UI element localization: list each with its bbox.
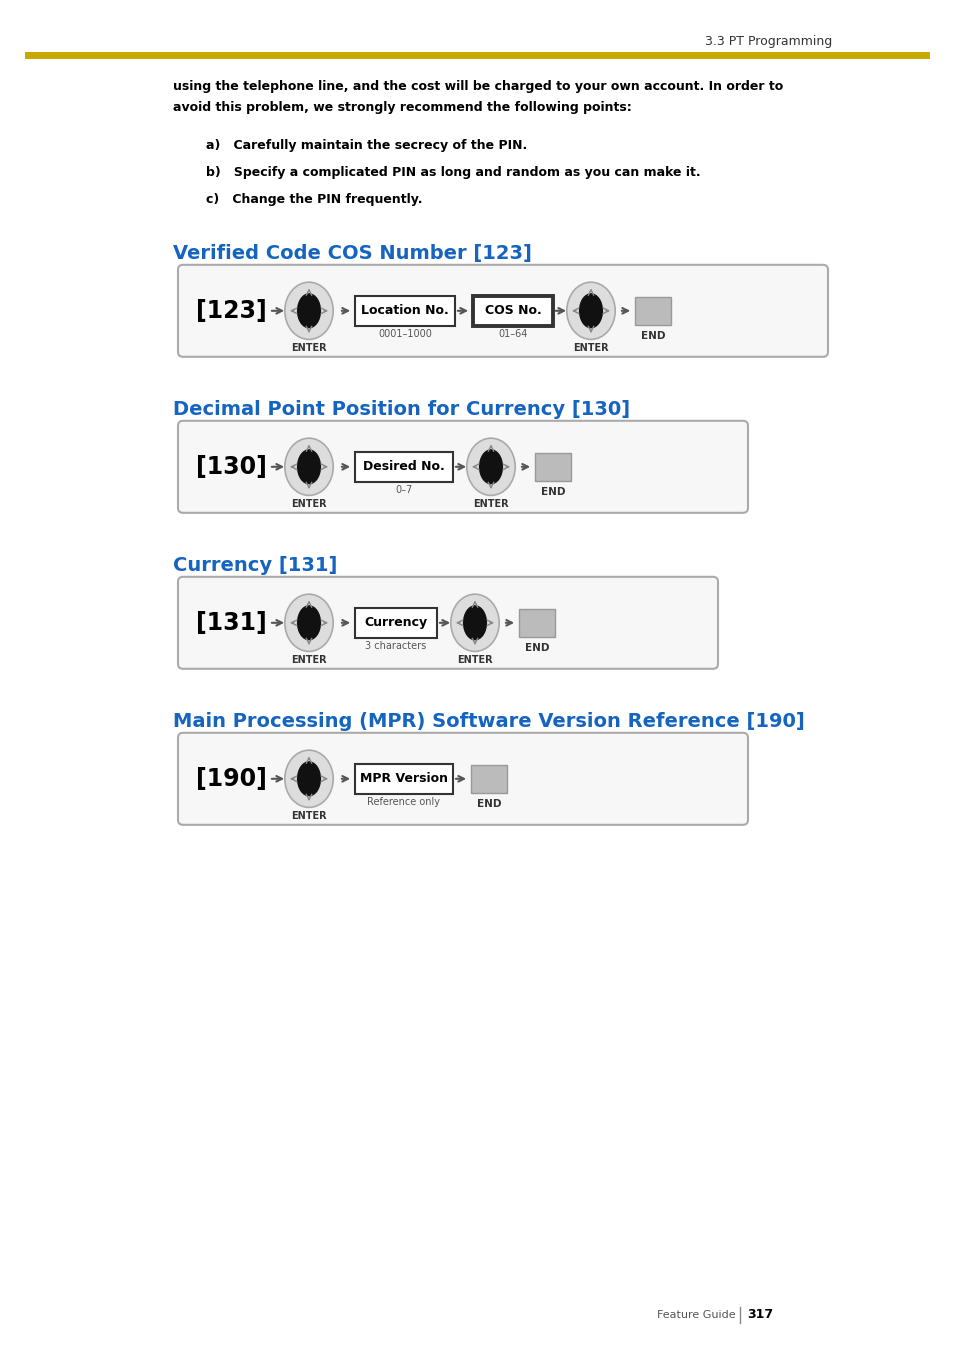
Ellipse shape bbox=[296, 605, 321, 640]
Ellipse shape bbox=[478, 449, 502, 485]
FancyBboxPatch shape bbox=[473, 296, 553, 326]
Text: 01–64: 01–64 bbox=[497, 328, 527, 339]
FancyBboxPatch shape bbox=[178, 577, 718, 669]
Text: ENTER: ENTER bbox=[291, 499, 327, 509]
FancyBboxPatch shape bbox=[535, 453, 571, 481]
FancyBboxPatch shape bbox=[178, 732, 747, 825]
Ellipse shape bbox=[285, 438, 333, 496]
Text: c)   Change the PIN frequently.: c) Change the PIN frequently. bbox=[206, 193, 422, 207]
Text: ENTER: ENTER bbox=[456, 655, 493, 665]
FancyBboxPatch shape bbox=[355, 608, 436, 638]
Text: ENTER: ENTER bbox=[291, 343, 327, 353]
Text: using the telephone line, and the cost will be charged to your own account. In o: using the telephone line, and the cost w… bbox=[172, 80, 782, 93]
Text: END: END bbox=[640, 331, 664, 340]
Text: Reference only: Reference only bbox=[367, 797, 440, 807]
FancyBboxPatch shape bbox=[355, 763, 453, 794]
Text: 0001–1000: 0001–1000 bbox=[377, 328, 432, 339]
FancyBboxPatch shape bbox=[178, 420, 747, 513]
Text: Desired No.: Desired No. bbox=[363, 461, 444, 473]
FancyBboxPatch shape bbox=[355, 296, 455, 326]
Text: a)   Carefully maintain the secrecy of the PIN.: a) Carefully maintain the secrecy of the… bbox=[206, 139, 527, 151]
FancyBboxPatch shape bbox=[635, 297, 670, 324]
Text: [131]: [131] bbox=[195, 611, 266, 635]
Text: Feature Guide: Feature Guide bbox=[657, 1310, 735, 1320]
Ellipse shape bbox=[466, 438, 515, 496]
Text: Currency [131]: Currency [131] bbox=[172, 555, 337, 574]
Text: Decimal Point Position for Currency [130]: Decimal Point Position for Currency [130… bbox=[172, 400, 630, 419]
Text: [130]: [130] bbox=[195, 455, 266, 478]
FancyBboxPatch shape bbox=[355, 451, 453, 482]
FancyBboxPatch shape bbox=[518, 609, 555, 636]
Text: 3.3 PT Programming: 3.3 PT Programming bbox=[704, 35, 831, 49]
Ellipse shape bbox=[462, 605, 487, 640]
Text: COS No.: COS No. bbox=[484, 304, 540, 317]
Text: 3 characters: 3 characters bbox=[365, 640, 426, 651]
Text: ENTER: ENTER bbox=[291, 655, 327, 665]
Text: ENTER: ENTER bbox=[473, 499, 508, 509]
Ellipse shape bbox=[285, 594, 333, 651]
Text: avoid this problem, we strongly recommend the following points:: avoid this problem, we strongly recommen… bbox=[172, 101, 631, 113]
Ellipse shape bbox=[285, 750, 333, 808]
Text: END: END bbox=[540, 486, 565, 497]
Ellipse shape bbox=[566, 282, 615, 339]
Text: 0–7: 0–7 bbox=[395, 485, 413, 494]
FancyBboxPatch shape bbox=[178, 265, 827, 357]
Text: END: END bbox=[524, 643, 549, 653]
Ellipse shape bbox=[296, 449, 321, 485]
Text: ENTER: ENTER bbox=[573, 343, 608, 353]
FancyBboxPatch shape bbox=[471, 765, 506, 793]
Text: ENTER: ENTER bbox=[291, 811, 327, 820]
Text: 317: 317 bbox=[746, 1309, 772, 1321]
Ellipse shape bbox=[296, 761, 321, 796]
Ellipse shape bbox=[578, 293, 602, 328]
Text: Verified Code COS Number [123]: Verified Code COS Number [123] bbox=[172, 243, 532, 263]
Text: MPR Version: MPR Version bbox=[359, 773, 448, 785]
Text: END: END bbox=[476, 798, 500, 809]
Text: Location No.: Location No. bbox=[361, 304, 449, 317]
Ellipse shape bbox=[285, 282, 333, 339]
Text: [190]: [190] bbox=[195, 767, 266, 790]
Text: b)   Specify a complicated PIN as long and random as you can make it.: b) Specify a complicated PIN as long and… bbox=[206, 166, 700, 180]
Text: Currency: Currency bbox=[364, 616, 427, 630]
Text: Main Processing (MPR) Software Version Reference [190]: Main Processing (MPR) Software Version R… bbox=[172, 712, 804, 731]
Text: [123]: [123] bbox=[195, 299, 266, 323]
Ellipse shape bbox=[451, 594, 498, 651]
Ellipse shape bbox=[296, 293, 321, 328]
